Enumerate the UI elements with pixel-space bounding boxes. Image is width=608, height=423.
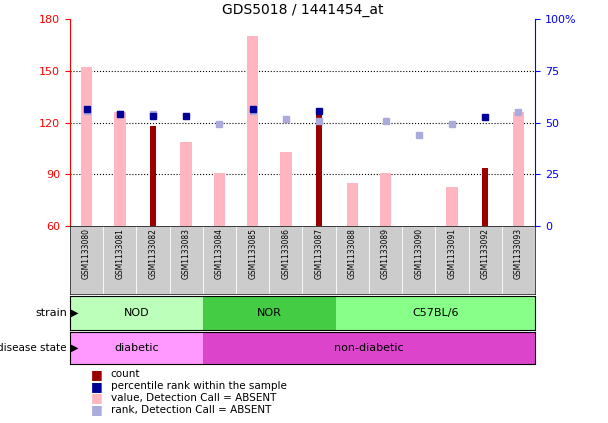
- Text: percentile rank within the sample: percentile rank within the sample: [111, 381, 286, 391]
- Text: GSM1133087: GSM1133087: [314, 228, 323, 279]
- Text: strain: strain: [35, 308, 67, 318]
- Bar: [482, 168, 488, 226]
- Text: NOR: NOR: [257, 308, 282, 318]
- Text: GSM1133089: GSM1133089: [381, 228, 390, 279]
- Bar: [203, 296, 336, 330]
- Text: GSM1133093: GSM1133093: [514, 228, 523, 280]
- Bar: [81, 67, 92, 226]
- Bar: [203, 332, 535, 364]
- Text: GSM1133090: GSM1133090: [414, 228, 423, 280]
- Text: GSM1133088: GSM1133088: [348, 228, 357, 279]
- Text: rank, Detection Call = ABSENT: rank, Detection Call = ABSENT: [111, 405, 271, 415]
- Text: count: count: [111, 369, 140, 379]
- Text: value, Detection Call = ABSENT: value, Detection Call = ABSENT: [111, 393, 276, 403]
- Text: ■: ■: [91, 392, 103, 404]
- Bar: [70, 296, 203, 330]
- Bar: [446, 187, 458, 226]
- Text: C57BL/6: C57BL/6: [412, 308, 458, 318]
- Text: GSM1133083: GSM1133083: [182, 228, 191, 279]
- Bar: [181, 142, 192, 226]
- Text: NOD: NOD: [123, 308, 149, 318]
- Text: GSM1133091: GSM1133091: [447, 228, 457, 279]
- Text: ▶: ▶: [71, 308, 78, 318]
- Bar: [70, 332, 203, 364]
- Text: non-diabetic: non-diabetic: [334, 343, 404, 353]
- Bar: [114, 112, 126, 226]
- Bar: [213, 173, 225, 226]
- Bar: [380, 173, 392, 226]
- Text: GSM1133092: GSM1133092: [481, 228, 489, 279]
- Title: GDS5018 / 1441454_at: GDS5018 / 1441454_at: [222, 3, 383, 16]
- Text: GSM1133080: GSM1133080: [82, 228, 91, 279]
- Bar: [513, 112, 524, 226]
- Text: ■: ■: [91, 380, 103, 393]
- Text: GSM1133086: GSM1133086: [282, 228, 291, 279]
- Text: GSM1133081: GSM1133081: [116, 228, 124, 279]
- Text: ■: ■: [91, 368, 103, 381]
- Text: GSM1133084: GSM1133084: [215, 228, 224, 279]
- Text: GSM1133085: GSM1133085: [248, 228, 257, 279]
- Text: ▶: ▶: [71, 343, 78, 353]
- Bar: [347, 183, 358, 226]
- Bar: [316, 114, 322, 226]
- Bar: [150, 126, 156, 226]
- Text: disease state: disease state: [0, 343, 67, 353]
- Text: GSM1133082: GSM1133082: [148, 228, 157, 279]
- Bar: [336, 296, 535, 330]
- Text: ■: ■: [91, 404, 103, 416]
- Text: diabetic: diabetic: [114, 343, 159, 353]
- Bar: [280, 152, 292, 226]
- Bar: [247, 36, 258, 226]
